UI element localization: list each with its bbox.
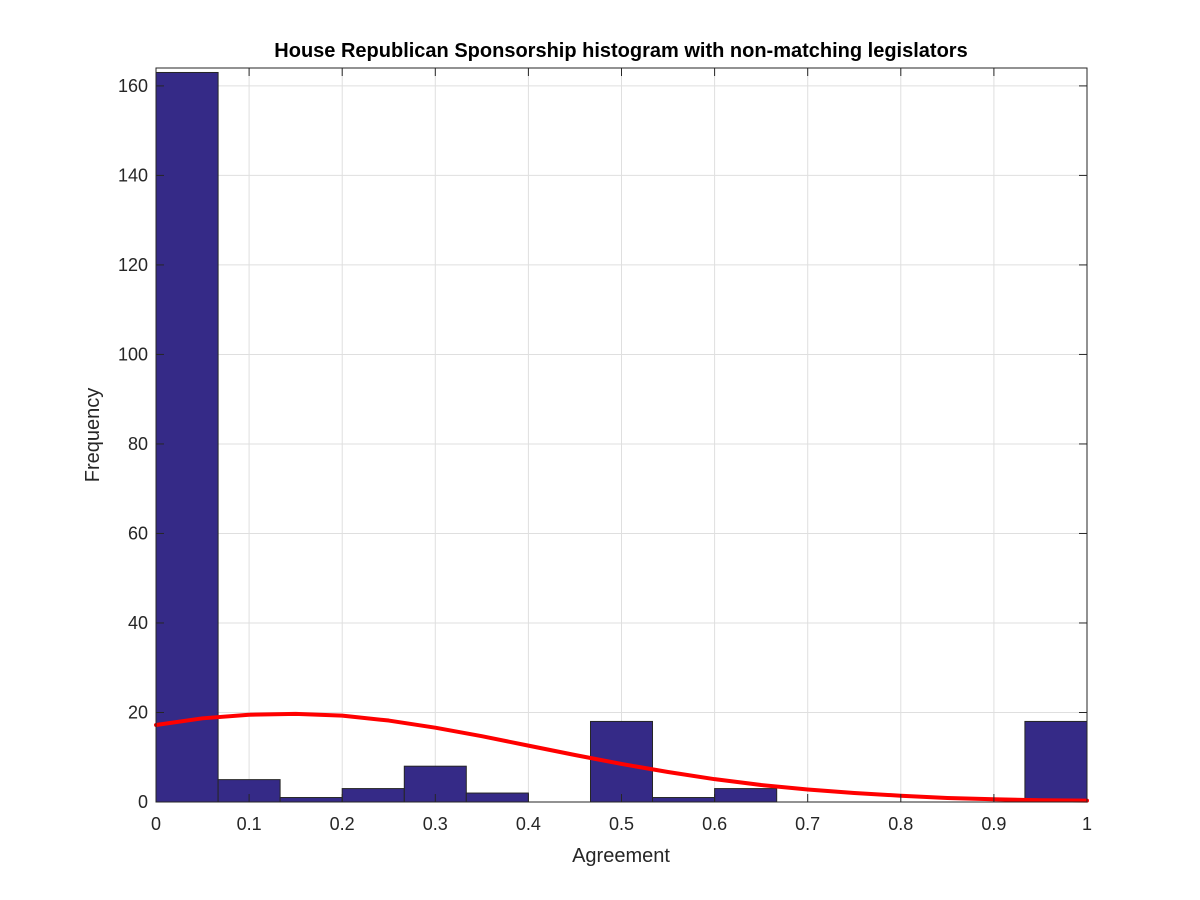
y-tick-label: 140 bbox=[118, 165, 148, 185]
x-tick-label: 0.7 bbox=[795, 814, 820, 834]
x-tick-label: 0.6 bbox=[702, 814, 727, 834]
y-tick-label: 100 bbox=[118, 344, 148, 364]
x-tick-label: 0.3 bbox=[423, 814, 448, 834]
y-axis-ticks: 0 20 40 60 80 100 120 140 160 bbox=[118, 76, 1087, 812]
y-tick-label: 40 bbox=[128, 613, 148, 633]
histogram-bar bbox=[341, 788, 405, 803]
chart-title: House Republican Sponsorship histogram w… bbox=[274, 40, 967, 62]
y-tick-label: 160 bbox=[118, 76, 148, 96]
x-axis-label: Agreement bbox=[572, 845, 670, 867]
x-tick-label: 0.4 bbox=[516, 814, 541, 834]
x-tick-label: 0 bbox=[151, 814, 161, 834]
y-tick-label: 0 bbox=[138, 792, 148, 812]
x-tick-label: 0.1 bbox=[237, 814, 262, 834]
y-tick-label: 20 bbox=[128, 702, 148, 722]
x-tick-label: 1 bbox=[1082, 814, 1092, 834]
histogram-bar bbox=[465, 792, 529, 803]
x-tick-label: 0.5 bbox=[609, 814, 634, 834]
x-tick-label: 0.9 bbox=[981, 814, 1006, 834]
histogram-bars bbox=[155, 71, 1088, 803]
x-axis-ticks: 0 0.1 0.2 0.3 0.4 0.5 0.6 0.7 0.8 0.9 1 bbox=[151, 68, 1092, 834]
x-tick-label: 0.8 bbox=[888, 814, 913, 834]
y-tick-label: 60 bbox=[128, 523, 148, 543]
histogram-bar bbox=[1024, 720, 1088, 803]
x-tick-label: 0.2 bbox=[330, 814, 355, 834]
y-axis-label: Frequency bbox=[82, 388, 104, 483]
fit-curve-line bbox=[154, 711, 1089, 803]
y-tick-label: 80 bbox=[128, 434, 148, 454]
histogram-bar bbox=[279, 797, 343, 803]
y-tick-label: 120 bbox=[118, 255, 148, 275]
histogram-bar bbox=[652, 797, 716, 803]
histogram-bar bbox=[155, 71, 219, 803]
histogram-bar bbox=[714, 788, 778, 803]
